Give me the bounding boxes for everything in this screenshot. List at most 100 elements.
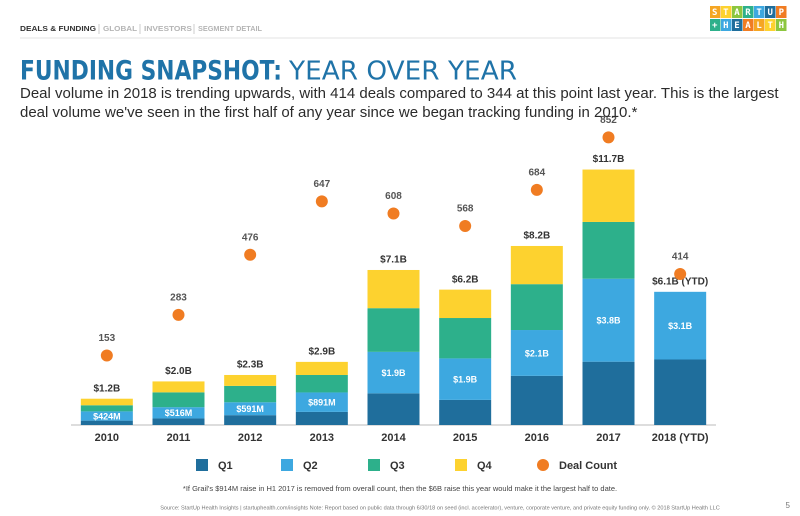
total-label: $2.0B bbox=[165, 366, 192, 377]
bar-segment bbox=[80, 420, 133, 425]
deal-count-label: 608 bbox=[385, 191, 402, 202]
deal-count-label: 647 bbox=[313, 179, 330, 190]
source: Source: StartUp Health Insights | startu… bbox=[160, 504, 720, 511]
legend-label: Q1 bbox=[218, 460, 233, 472]
title: FUNDING SNAPSHOT: bbox=[20, 56, 282, 87]
bar-segment bbox=[224, 415, 277, 425]
logo-tile bbox=[776, 6, 787, 18]
segment-label: $2.1B bbox=[525, 348, 550, 358]
deal-count-label: 414 bbox=[672, 252, 689, 263]
bar-segment bbox=[224, 374, 277, 386]
deal-count-dot bbox=[315, 195, 328, 208]
total-label: $8.2B bbox=[523, 231, 550, 242]
logo-tile bbox=[732, 6, 743, 18]
total-label: $7.1B bbox=[380, 255, 407, 266]
bar-segment bbox=[295, 392, 348, 412]
legend-marker bbox=[455, 459, 467, 471]
deal-count-dot bbox=[530, 183, 543, 196]
nav-tab: INVESTORS bbox=[144, 24, 192, 33]
title-rest: YEAR OVER YEAR bbox=[288, 57, 517, 87]
legend-marker bbox=[537, 459, 549, 471]
logo-tile bbox=[721, 6, 732, 18]
x-tick-label: 2016 bbox=[525, 432, 549, 444]
legend-label: Q4 bbox=[477, 460, 493, 472]
deal-count-label: 153 bbox=[98, 333, 115, 344]
bar-segment bbox=[582, 169, 635, 222]
x-tick-label: 2018 (YTD) bbox=[652, 432, 709, 444]
logo-tile bbox=[743, 19, 754, 31]
deal-count-dot bbox=[602, 131, 615, 144]
bar-segment bbox=[510, 375, 563, 425]
logo-tile bbox=[710, 19, 721, 31]
x-tick-label: 2011 bbox=[167, 432, 191, 444]
bar-segment bbox=[152, 392, 205, 408]
footnote: *If Grail's $914M raise in H1 2017 is re… bbox=[183, 484, 617, 493]
nav-tab: GLOBAL bbox=[103, 24, 137, 33]
logo-text: STARTUP bbox=[712, 8, 785, 18]
bar-segment bbox=[80, 405, 133, 412]
segment-label: $424M bbox=[93, 411, 121, 421]
x-tick-label: 2013 bbox=[310, 432, 334, 444]
logo-tile bbox=[721, 19, 732, 31]
bar-segment bbox=[295, 374, 348, 393]
segment-label: $3.8B bbox=[596, 316, 621, 326]
legend-label: Q3 bbox=[390, 460, 405, 472]
logo-tile bbox=[754, 19, 765, 31]
legend-marker bbox=[196, 459, 208, 471]
logo-tile bbox=[710, 6, 721, 18]
bar-segment bbox=[510, 284, 563, 331]
segment-label: $516M bbox=[165, 408, 193, 418]
x-tick-label: 2017 bbox=[596, 432, 620, 444]
total-label: $6.2B bbox=[452, 274, 479, 285]
logo-text: +HEALTH bbox=[712, 21, 784, 31]
x-tick-label: 2015 bbox=[453, 432, 477, 444]
bar-segment bbox=[582, 221, 635, 279]
deal-count-label: 568 bbox=[457, 204, 474, 215]
logo-tile bbox=[776, 19, 787, 31]
bar-segment bbox=[367, 308, 420, 352]
bar-segment bbox=[654, 359, 707, 425]
bar-segment bbox=[510, 245, 563, 285]
segment-label: $891M bbox=[308, 398, 336, 408]
bar-segment bbox=[224, 385, 277, 403]
x-tick-label: 2010 bbox=[95, 432, 119, 444]
deal-count-dot bbox=[172, 308, 185, 321]
bar-segment bbox=[439, 289, 492, 319]
deal-count-label: 684 bbox=[528, 167, 545, 178]
logo-tile bbox=[754, 6, 765, 18]
deal-count-label: 283 bbox=[170, 293, 187, 304]
x-tick-label: 2012 bbox=[238, 432, 262, 444]
bar-segment bbox=[582, 361, 635, 425]
deal-count-dot bbox=[387, 207, 400, 220]
bar-segment bbox=[295, 361, 348, 375]
total-label: $2.3B bbox=[237, 359, 264, 370]
bar-segment bbox=[152, 418, 205, 425]
page-number: 5 bbox=[786, 501, 791, 510]
total-label: $2.9B bbox=[308, 346, 335, 357]
logo-tile bbox=[743, 6, 754, 18]
legend-label: Deal Count bbox=[559, 460, 617, 472]
bar-segment bbox=[295, 411, 348, 425]
segment-label: $3.1B bbox=[668, 321, 693, 331]
bar-segment bbox=[367, 351, 420, 394]
deal-count-label: 852 bbox=[600, 115, 617, 126]
legend-marker bbox=[281, 459, 293, 471]
total-label: $1.2B bbox=[93, 383, 120, 394]
bar-segment bbox=[439, 358, 492, 400]
deal-count-dot bbox=[100, 349, 113, 362]
logo-tile bbox=[765, 6, 776, 18]
bar-segment bbox=[582, 278, 635, 362]
subtitle: Deal volume in 2018 is trending upwards,… bbox=[20, 85, 779, 121]
total-label: $6.1B (YTD) bbox=[652, 276, 708, 287]
deal-count-dot bbox=[459, 220, 472, 233]
deal-count-label: 476 bbox=[242, 232, 259, 243]
nav-tab: SEGMENT DETAIL bbox=[198, 24, 262, 33]
x-tick-label: 2014 bbox=[381, 432, 406, 444]
deal-count-dot bbox=[244, 248, 257, 261]
logo-tile bbox=[765, 19, 776, 31]
segment-label: $591M bbox=[236, 404, 264, 414]
total-label: $11.7B bbox=[593, 154, 625, 165]
segment-label: $1.9B bbox=[381, 368, 406, 378]
